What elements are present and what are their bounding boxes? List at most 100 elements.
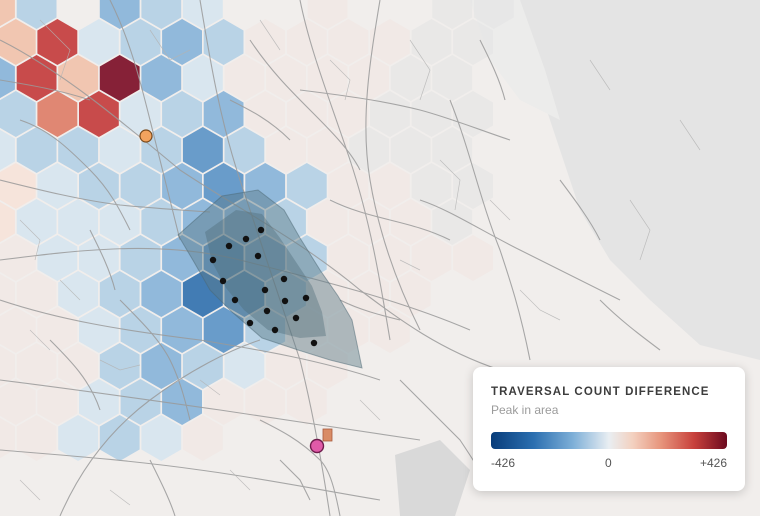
hex-cell — [120, 91, 161, 137]
hex-cell — [390, 271, 431, 317]
hex-cell — [37, 379, 78, 425]
hex-cell — [307, 271, 348, 317]
hex-cell — [99, 415, 140, 461]
hex-cell — [411, 19, 452, 65]
hex-cell — [16, 343, 57, 389]
hex-cell — [370, 19, 410, 65]
hex-cell — [99, 271, 140, 317]
hex-cell — [349, 199, 389, 245]
hex-cell — [432, 199, 473, 245]
hex-cell — [162, 19, 202, 65]
map-markers — [139, 129, 333, 454]
hex-cell — [37, 19, 78, 65]
hex-cell — [245, 91, 286, 137]
legend-subtitle: Peak in area — [491, 403, 559, 417]
hex-cell — [120, 163, 161, 209]
hex-cell — [182, 55, 223, 101]
focus-area-layer — [177, 189, 363, 369]
hex-cell — [266, 199, 306, 245]
transit-icon — [322, 428, 333, 442]
hex-cell — [182, 271, 223, 317]
hex-cell — [370, 163, 410, 209]
hex-cell — [16, 0, 57, 29]
station-point — [280, 275, 288, 283]
station-point — [242, 235, 250, 243]
hex-cell — [245, 19, 286, 65]
station-point — [271, 326, 279, 334]
origin-marker — [139, 129, 153, 143]
hex-cell — [162, 235, 202, 281]
hex-cell — [328, 163, 369, 209]
hex-cell — [286, 235, 327, 281]
hex-cell — [224, 343, 265, 389]
hex-cell — [328, 307, 369, 353]
hex-cell — [58, 55, 99, 101]
station-point — [261, 286, 269, 294]
hex-cell — [453, 163, 493, 209]
legend-max-label: +426 — [699, 456, 727, 470]
station-point — [257, 226, 265, 234]
station-point — [254, 252, 262, 260]
hex-cell — [99, 55, 140, 101]
station-point — [246, 319, 254, 327]
legend-min-label: -426 — [491, 456, 516, 470]
hex-cell — [0, 379, 36, 425]
hex-cell — [16, 415, 57, 461]
hex-cell — [0, 91, 36, 137]
hex-cell — [162, 379, 202, 425]
hex-cell — [349, 127, 389, 173]
legend-color-scale — [491, 432, 727, 449]
legend-title: TRAVERSAL COUNT DIFFERENCE — [491, 386, 710, 398]
hex-cell — [245, 379, 286, 425]
hex-cell — [432, 55, 473, 101]
hex-cell — [0, 201, 15, 243]
hex-cell — [99, 343, 140, 389]
hex-cell — [328, 235, 369, 281]
hex-cell — [328, 19, 369, 65]
hex-cell — [0, 19, 36, 65]
hex-cell — [453, 235, 493, 281]
hex-cell — [0, 129, 15, 171]
hex-cell — [162, 307, 202, 353]
hex-cell — [266, 55, 306, 101]
station-point — [281, 297, 289, 305]
hex-cell — [411, 235, 452, 281]
station-point — [302, 294, 310, 302]
hex-cell — [141, 415, 182, 461]
hex-cell — [58, 415, 99, 461]
hex-cell — [224, 271, 265, 317]
hex-cell — [390, 199, 431, 245]
hex-cell — [162, 163, 202, 209]
hexbin-layer — [0, 0, 493, 461]
terrain-layer — [395, 0, 760, 516]
hex-cell — [141, 271, 182, 317]
station-point — [263, 307, 271, 315]
hex-cell — [432, 127, 473, 173]
hex-cell — [286, 163, 327, 209]
hex-cell — [453, 19, 493, 65]
hex-cell — [0, 307, 36, 353]
station-point — [219, 277, 227, 285]
hex-cell — [16, 271, 57, 317]
hex-cell — [411, 163, 452, 209]
hex-cell — [99, 199, 140, 245]
hex-cell — [37, 91, 78, 137]
hex-cell — [182, 415, 223, 461]
hex-cell — [224, 199, 265, 245]
hex-cell — [266, 127, 306, 173]
hex-cell — [0, 345, 15, 387]
hex-cell — [203, 307, 244, 353]
hex-cell — [141, 199, 182, 245]
hex-cell — [0, 57, 15, 99]
hex-cell — [266, 343, 306, 389]
hex-cell — [203, 19, 244, 65]
station-point — [292, 314, 300, 322]
hex-cell — [99, 0, 140, 29]
hex-cell — [79, 91, 119, 137]
hex-cell — [58, 271, 99, 317]
hex-cell — [245, 163, 286, 209]
hex-cell — [120, 307, 161, 353]
legend-tick-labels: -426 0 +426 — [491, 456, 727, 470]
hex-cell — [0, 417, 15, 459]
